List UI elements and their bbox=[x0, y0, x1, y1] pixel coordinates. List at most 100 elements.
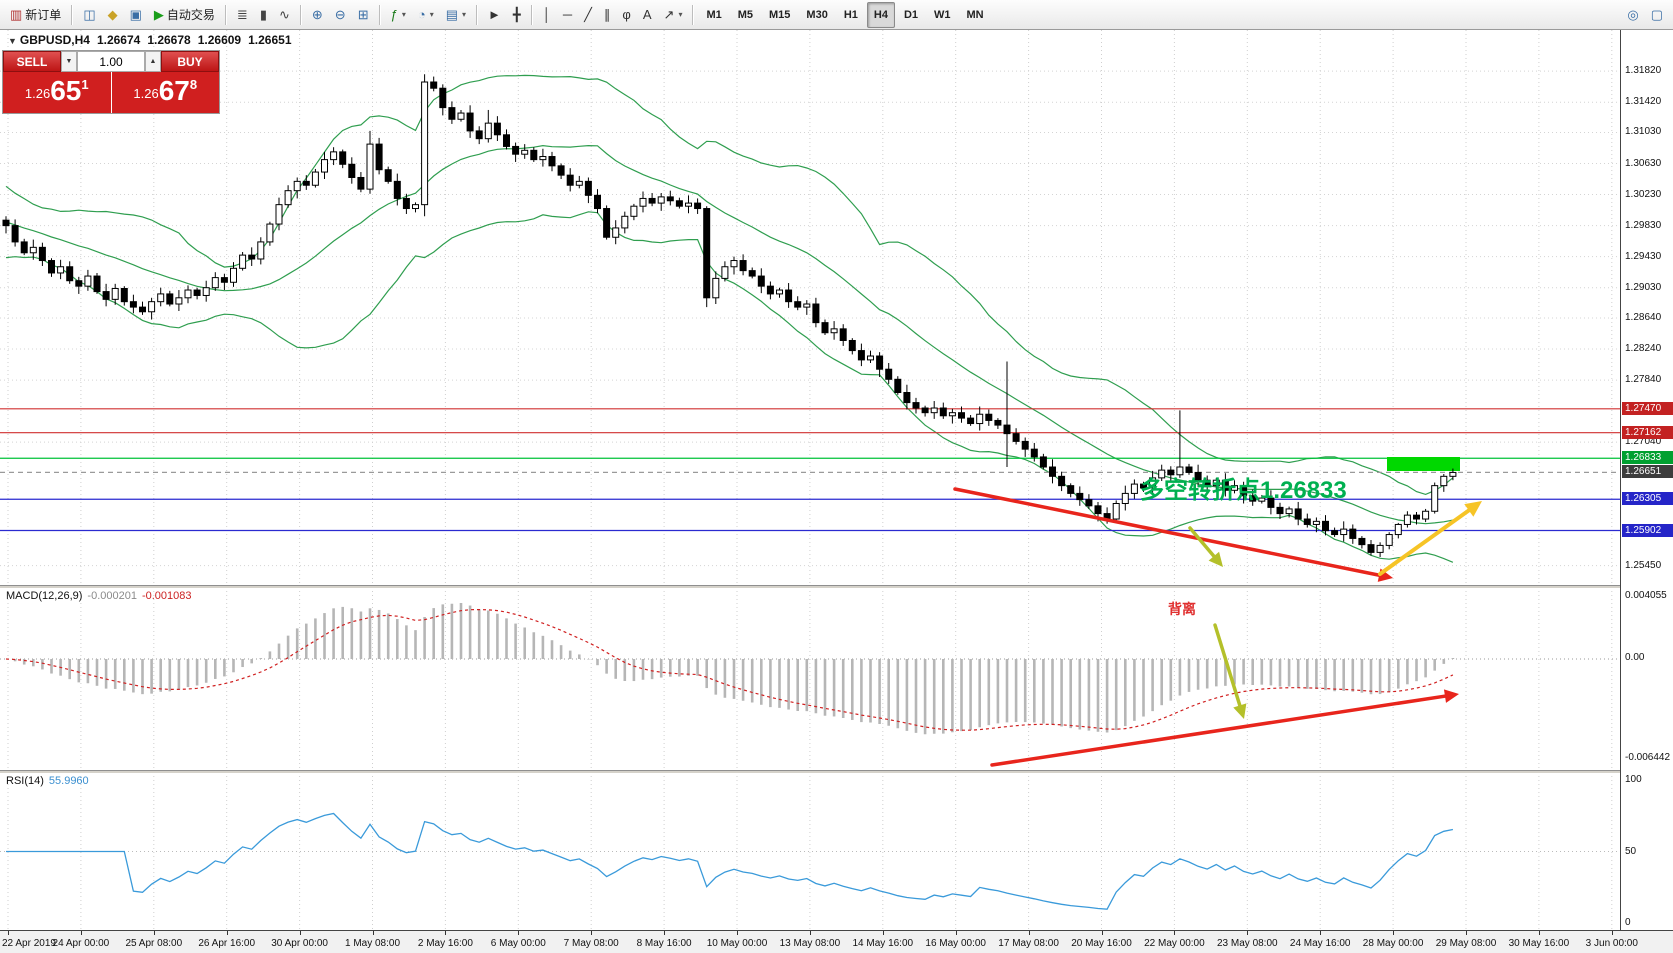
terminal-icon[interactable]: ▣ bbox=[125, 2, 147, 28]
period-icon: ◔ bbox=[417, 7, 426, 22]
text-icon[interactable]: A bbox=[638, 2, 657, 28]
chart-area[interactable]: 1.31820 1.31420 1.31030 1.30630 1.30230 1.298… bbox=[0, 30, 1673, 953]
symbol-name: GBPUSD,H4 bbox=[19, 33, 90, 47]
autotrade-button[interactable]: ▶ 自动交易 bbox=[149, 2, 220, 28]
horizontal-line-icon[interactable]: ─ bbox=[558, 2, 577, 28]
template-icon[interactable]: ▤ ▾ bbox=[441, 2, 471, 28]
sell-price-pip: 1 bbox=[81, 77, 89, 92]
rsi-scale-label: 50 bbox=[1625, 845, 1637, 857]
macd-scale-label: 0.004055 bbox=[1625, 590, 1667, 601]
ohlc-high: 1.26678 bbox=[147, 33, 191, 47]
divergence-annotation: 背离 bbox=[1168, 601, 1196, 617]
price-badge: 1.27470 bbox=[1622, 401, 1673, 415]
timeframe-m1[interactable]: M1 bbox=[706, 8, 722, 21]
trendline-icon[interactable]: ╱ bbox=[579, 2, 597, 28]
price-scale-label: 1.30630 bbox=[1625, 157, 1662, 169]
toolbar-separator bbox=[378, 4, 381, 25]
pane-separator[interactable] bbox=[0, 585, 1673, 588]
search-icon[interactable]: ◎ bbox=[1622, 2, 1643, 28]
macd-value1: -0.000201 bbox=[87, 590, 137, 602]
tile-windows-icon[interactable]: ⊞ bbox=[353, 2, 374, 28]
rsi-name: RSI(14) bbox=[6, 775, 44, 787]
vertical-line-icon[interactable]: │ bbox=[538, 2, 556, 28]
timeframe-w1[interactable]: W1 bbox=[934, 8, 951, 21]
timeframe-m30[interactable]: M30 bbox=[806, 8, 828, 21]
pane-separator[interactable] bbox=[0, 770, 1673, 773]
price-scale-label: 1.27040 bbox=[1625, 436, 1662, 448]
rsi-indicator-label: RSI(14) 55.9960 bbox=[6, 775, 94, 787]
arrows-icon[interactable]: ↗ ▾ bbox=[659, 2, 688, 28]
main-chart-pane[interactable] bbox=[0, 30, 1620, 585]
timeframe-m5[interactable]: M5 bbox=[737, 8, 754, 21]
price-scale-label: 1.31820 bbox=[1625, 65, 1662, 77]
price-scale-label: 1.29030 bbox=[1625, 281, 1662, 293]
timeframe-h1[interactable]: H1 bbox=[843, 8, 858, 21]
volume-input[interactable] bbox=[77, 51, 145, 72]
window-layout-icon[interactable]: ▢ bbox=[1646, 2, 1668, 28]
rsi-scale-label: 0 bbox=[1625, 917, 1631, 928]
zoom-out-icon: ⊖ bbox=[334, 7, 346, 22]
timeframe-h4[interactable]: H4 bbox=[866, 1, 895, 28]
profiles-icon[interactable]: ◆ bbox=[103, 2, 123, 28]
macd-pane[interactable] bbox=[0, 587, 1620, 770]
candlestick-chart-icon[interactable]: ▮ bbox=[255, 2, 272, 28]
market-watch-icon[interactable]: ◫ bbox=[78, 2, 100, 28]
toolbar-separator bbox=[530, 4, 533, 25]
time-tick bbox=[664, 931, 666, 935]
toolbar: ▥ 新订单 ◫ ◆ ▣ ▶ 自动交易 ≣ ▮ ∿ ⊕ ⊖ ⊞ ƒ ▾ ◔ ▾ ▤ ▾ ► ╋ │ ─ ╱ ∥ φ A ↗ ▾ M1 M5 M1… bbox=[0, 0, 1673, 30]
time-tick bbox=[226, 931, 228, 935]
time-axis-label: 26 Apr 16:00 bbox=[198, 938, 256, 949]
time-axis-label: 30 Apr 00:00 bbox=[271, 938, 328, 949]
template-icon: ▤ bbox=[445, 7, 459, 22]
channel-icon: ∥ bbox=[603, 7, 611, 22]
trendline-icon: ╱ bbox=[584, 7, 592, 22]
time-axis-label: 3 Jun 00:00 bbox=[1585, 938, 1638, 949]
time-axis-label: 20 May 16:00 bbox=[1071, 938, 1132, 949]
time-tick bbox=[1028, 931, 1030, 935]
time-tick bbox=[153, 931, 155, 935]
macd-scale-label: 0.00 bbox=[1625, 652, 1645, 663]
time-axis-label: 6 May 00:00 bbox=[490, 938, 546, 949]
price-scale-label: 1.27840 bbox=[1625, 374, 1662, 386]
price-scale-label: 1.30230 bbox=[1625, 188, 1662, 200]
arrows-icon: ↗ bbox=[663, 7, 675, 22]
new-order-button[interactable]: ▥ 新订单 bbox=[5, 2, 66, 28]
zoom-out-icon[interactable]: ⊖ bbox=[330, 2, 351, 28]
time-tick bbox=[445, 931, 447, 935]
timeframe-mn[interactable]: MN bbox=[966, 8, 984, 21]
sell-button[interactable]: SELL bbox=[3, 51, 61, 72]
search-icon: ◎ bbox=[1627, 7, 1639, 22]
indicators-icon[interactable]: ƒ ▾ bbox=[386, 2, 411, 28]
channel-icon[interactable]: ∥ bbox=[599, 2, 616, 28]
buy-price[interactable]: 1.26 67 8 bbox=[111, 72, 219, 113]
chevron-down-icon: ▾ bbox=[429, 10, 434, 19]
volume-up-button[interactable]: ▲ bbox=[145, 51, 161, 72]
ohlc-close: 1.26651 bbox=[248, 33, 292, 47]
line-chart-icon[interactable]: ∿ bbox=[274, 2, 295, 28]
bar-chart-icon[interactable]: ≣ bbox=[232, 2, 253, 28]
buy-button[interactable]: BUY bbox=[161, 51, 219, 72]
volume-down-button[interactable]: ▼ bbox=[61, 51, 77, 72]
time-tick bbox=[8, 931, 9, 935]
price-scale-label: 1.29830 bbox=[1625, 219, 1662, 231]
price-scale-label: 1.28240 bbox=[1625, 343, 1662, 355]
price-scale-label: 1.31420 bbox=[1625, 96, 1662, 108]
cursor-icon[interactable]: ► bbox=[483, 2, 506, 28]
time-axis-label: 10 May 00:00 bbox=[706, 938, 768, 949]
time-axis-label: 1 May 08:00 bbox=[344, 938, 401, 949]
sell-price[interactable]: 1.26 65 1 bbox=[3, 72, 111, 113]
fibonacci-icon[interactable]: φ bbox=[617, 2, 635, 28]
timeframe-d1[interactable]: D1 bbox=[903, 8, 919, 21]
toolbar-separator bbox=[476, 4, 479, 25]
timeframe-m15[interactable]: M15 bbox=[769, 8, 791, 21]
zoom-in-icon: ⊕ bbox=[311, 7, 323, 22]
rsi-value: 55.9960 bbox=[48, 775, 89, 787]
period-icon[interactable]: ◔ ▾ bbox=[413, 2, 439, 28]
crosshair-icon[interactable]: ╋ bbox=[508, 2, 526, 28]
rsi-pane[interactable] bbox=[0, 772, 1620, 930]
price-scale-label: 1.25450 bbox=[1625, 559, 1662, 571]
toolbar-separator bbox=[224, 4, 227, 25]
buy-price-pip: 8 bbox=[189, 77, 198, 92]
zoom-in-icon[interactable]: ⊕ bbox=[307, 2, 328, 28]
indicators-icon: ƒ bbox=[390, 7, 398, 22]
